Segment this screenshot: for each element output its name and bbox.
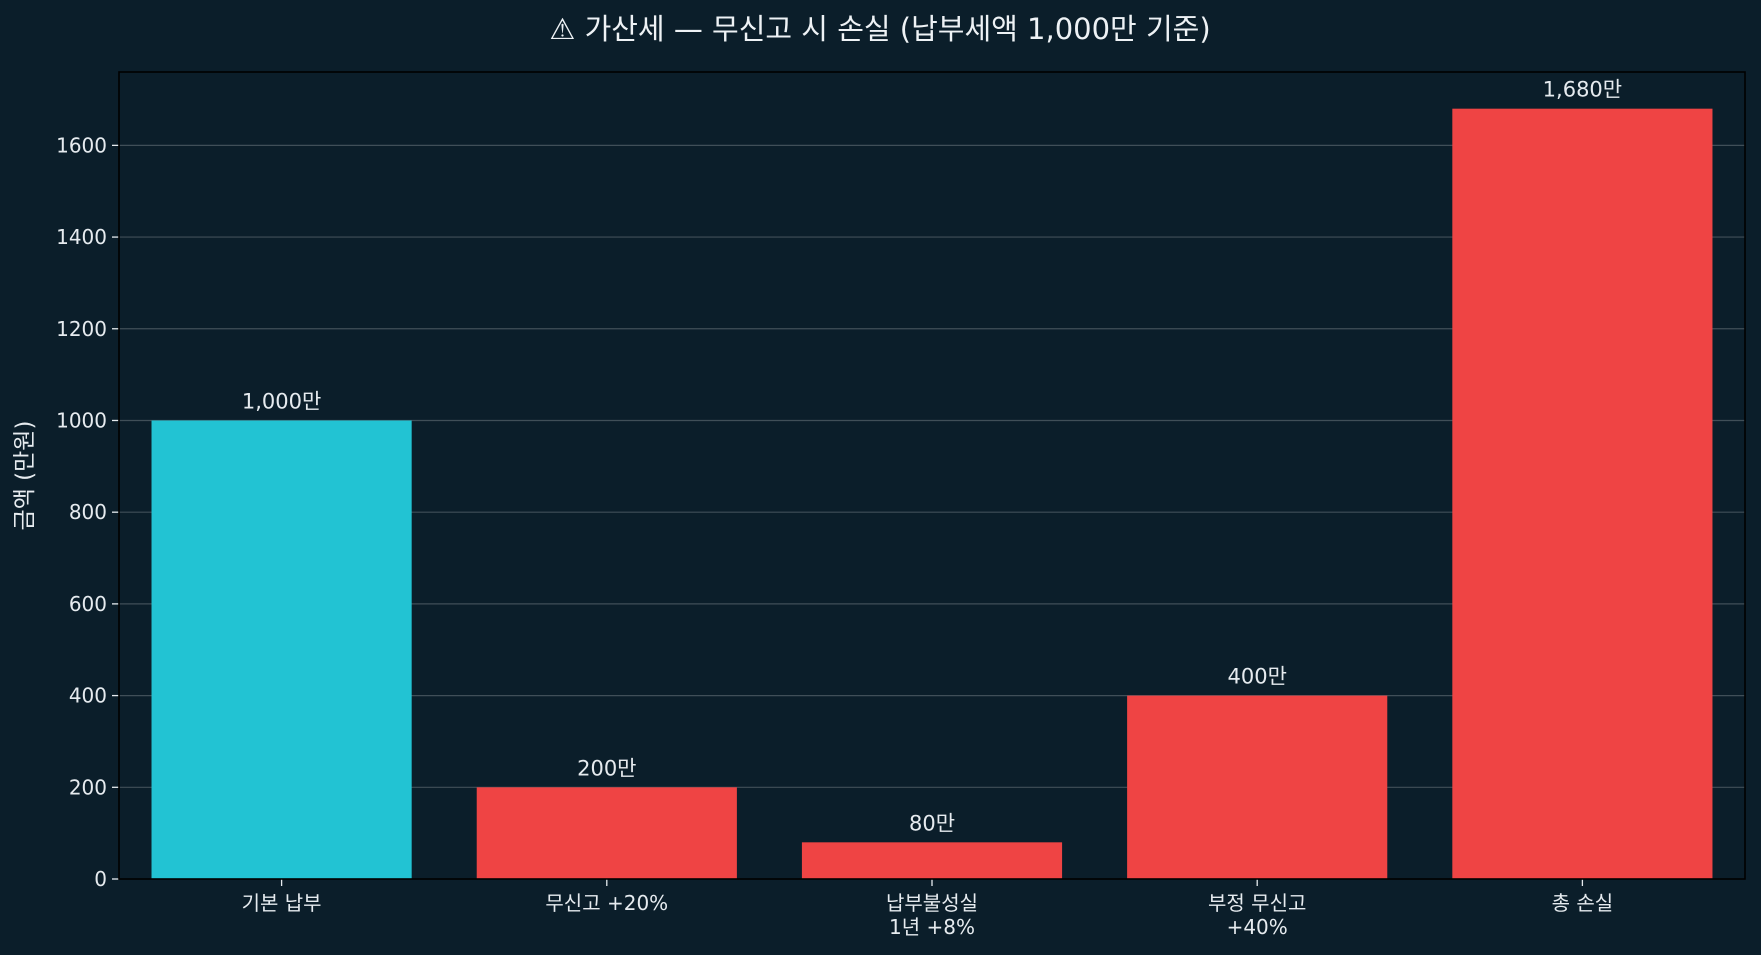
y-tick-label: 600 (69, 592, 107, 616)
data-labels: 1,000만 200만 80만 400만 1,680만 (242, 78, 1622, 836)
bar (476, 787, 737, 879)
x-tick-label: 부정 무신고 +40% (1208, 891, 1306, 939)
bar (1452, 108, 1713, 879)
y-tick-label: 400 (69, 684, 107, 708)
plot-frame (118, 71, 1746, 880)
bar-value-label: 400만 (1227, 665, 1286, 689)
x-tick-label: 무신고 +20% (545, 891, 668, 915)
chart-title: ⚠ 가산세 — 무신고 시 손실 (납부세액 1,000만 기준) (549, 12, 1210, 46)
x-tick-label: 총 손실 (1552, 891, 1614, 915)
y-tick-label: 1000 (56, 408, 107, 432)
y-tick-label: 200 (69, 775, 107, 799)
bar (801, 842, 1063, 879)
bar-value-label: 1,000만 (242, 389, 321, 413)
y-tick-label: 1600 (56, 133, 107, 157)
y-tick-label: 0 (94, 867, 107, 891)
y-tick-label: 800 (69, 500, 107, 524)
bars (151, 108, 1713, 879)
y-axis: 0 200 400 600 800 1000 1200 1400 1600 (56, 133, 119, 891)
x-tick-label: 납부불성실 1년 +8% (886, 891, 978, 939)
x-axis: 기본 납부 무신고 +20% 납부불성실 1년 +8% 부정 무신고 +40% 총 손실 (242, 879, 1614, 939)
bar-value-label: 80만 (909, 811, 955, 835)
bar (151, 420, 412, 879)
bar-value-label: 1,680만 (1543, 78, 1622, 102)
bar-value-label: 200만 (577, 756, 636, 780)
bar (1127, 695, 1388, 879)
y-tick-label: 1400 (56, 225, 107, 249)
x-tick-label: 기본 납부 (242, 891, 322, 915)
y-tick-label: 1200 (56, 317, 107, 341)
y-axis-label: 금액 (만원) (12, 421, 38, 531)
